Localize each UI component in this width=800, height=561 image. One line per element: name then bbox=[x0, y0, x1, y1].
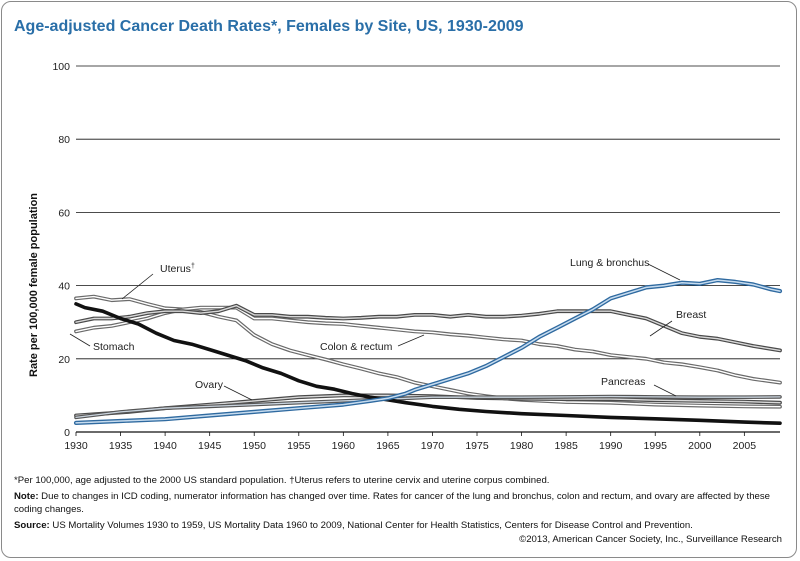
grid-lines bbox=[76, 65, 780, 433]
x-tick-label-1985: 1985 bbox=[554, 440, 578, 452]
leader-line-breast bbox=[649, 320, 673, 337]
x-tick-label-1970: 1970 bbox=[421, 440, 445, 452]
x-tick-label-1960: 1960 bbox=[332, 440, 356, 452]
series-line-inner-uterus bbox=[75, 295, 781, 408]
series-label-pancreas: Pancreas bbox=[601, 376, 645, 388]
source-label: Source: bbox=[14, 520, 50, 531]
series-line-inner-pancreas bbox=[75, 395, 781, 419]
y-tick-label-80: 80 bbox=[58, 134, 70, 146]
x-tick-label-2005: 2005 bbox=[733, 440, 757, 452]
x-tick-label-1980: 1980 bbox=[510, 440, 534, 452]
leader-line-lung-bronchus bbox=[647, 263, 681, 281]
x-tick-label-1930: 1930 bbox=[64, 440, 88, 452]
leader-line-uterus bbox=[121, 273, 154, 300]
series-label-uterus-mark: † bbox=[191, 263, 195, 270]
y-tick-label-40: 40 bbox=[58, 281, 70, 293]
source-note: Source: US Mortality Volumes 1930 to 195… bbox=[14, 519, 784, 532]
series-label-uterus: Uterus† bbox=[160, 263, 195, 275]
series-label-breast: Breast bbox=[676, 309, 706, 321]
series-label-lung-bronchus: Lung & bronchus bbox=[570, 257, 649, 269]
series-line-colon-rectum bbox=[74, 305, 782, 385]
chart-notes: *Per 100,000, age adjusted to the 2000 U… bbox=[14, 474, 784, 535]
chart-title: Age-adjusted Cancer Death Rates*, Female… bbox=[14, 18, 524, 35]
x-tick-label-1955: 1955 bbox=[287, 440, 311, 452]
series-label-uterus-text: Uterus bbox=[160, 263, 191, 275]
series-line-inner-lung-bronchus bbox=[75, 279, 781, 424]
leader-line-stomach bbox=[69, 333, 91, 347]
y-axis-label: Rate per 100,000 female population bbox=[28, 193, 40, 377]
copyright-credit: ©2013, American Cancer Society, Inc., Su… bbox=[519, 534, 782, 545]
y-tick-label-60: 60 bbox=[58, 207, 70, 219]
x-tick-label-1975: 1975 bbox=[465, 440, 489, 452]
x-tick-label-1990: 1990 bbox=[599, 440, 623, 452]
label-leader-lines bbox=[69, 263, 681, 401]
leader-line-pancreas bbox=[653, 384, 677, 397]
x-tick-label-1945: 1945 bbox=[198, 440, 222, 452]
x-tick-label-1995: 1995 bbox=[644, 440, 668, 452]
y-tick-label-20: 20 bbox=[58, 354, 70, 366]
series-label-stomach: Stomach bbox=[93, 341, 135, 353]
x-tick-label-2000: 2000 bbox=[688, 440, 712, 452]
series-line-inner-colon-rectum bbox=[75, 306, 781, 384]
series-line-inner-breast bbox=[75, 305, 781, 352]
series-line-stomach bbox=[74, 302, 782, 426]
note-label: Note: bbox=[14, 491, 39, 502]
x-tick-label-1935: 1935 bbox=[109, 440, 133, 452]
y-tick-label-100: 100 bbox=[52, 61, 70, 73]
x-tick-label-1950: 1950 bbox=[243, 440, 267, 452]
series-label-ovary: Ovary bbox=[195, 379, 224, 391]
axis-ticks: 0 20 40 60 80 100 1930 1935 1940 1945 1950 1955 1960… bbox=[52, 61, 756, 452]
source-text: US Mortality Volumes 1930 to 1959, US Mo… bbox=[49, 520, 693, 531]
x-tick-label-1965: 1965 bbox=[376, 440, 400, 452]
y-tick-label-0: 0 bbox=[64, 427, 70, 439]
x-tick-label-1940: 1940 bbox=[153, 440, 177, 452]
series-lines bbox=[73, 278, 783, 426]
coding-note: Note: Due to changes in ICD coding, nume… bbox=[14, 490, 784, 516]
series-label-colon-rectum: Colon & rectum bbox=[320, 341, 393, 353]
note-text: Due to changes in ICD coding, numerator … bbox=[14, 491, 771, 515]
leader-line-colon-rectum bbox=[397, 334, 425, 347]
leader-line-ovary bbox=[223, 385, 253, 401]
footnote: *Per 100,000, age adjusted to the 2000 U… bbox=[14, 475, 550, 486]
